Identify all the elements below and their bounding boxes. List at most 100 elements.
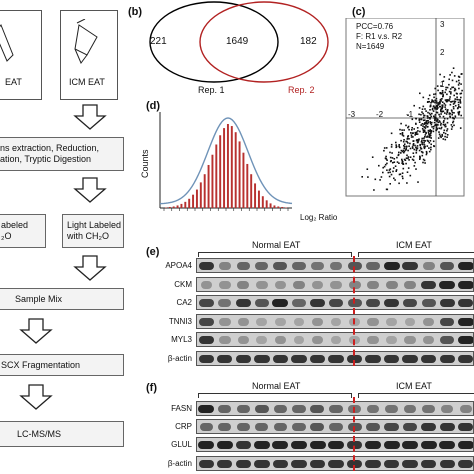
scatter-point (442, 93, 444, 96)
scatter-point (423, 147, 426, 150)
blot-band (255, 423, 269, 432)
scatter-point (445, 100, 448, 103)
scatter-point (441, 101, 444, 103)
scatter-point (444, 123, 447, 126)
scatter-point (450, 109, 453, 111)
scatter-point (434, 101, 436, 104)
scatter-point (413, 148, 416, 151)
fractionation-label: SCX Fragmentation (1, 360, 81, 370)
scatter-point (449, 88, 452, 90)
histogram-bar (234, 132, 237, 208)
scatter-point (450, 91, 452, 93)
histogram-bar (285, 207, 288, 208)
scatter-point (437, 137, 440, 139)
scatter-point (388, 169, 391, 171)
scatter-point (423, 146, 426, 149)
blot-row-label: MYL3 (171, 335, 192, 345)
scatter-point (443, 131, 445, 134)
scatter-point (394, 165, 397, 167)
histogram-ylabel: Counts (140, 149, 150, 178)
blot-band (272, 355, 289, 363)
scatter-point (415, 168, 417, 170)
scatter-point (412, 140, 414, 142)
scatter-point (429, 113, 432, 116)
scatter-point (429, 129, 432, 131)
blot-band (236, 405, 250, 413)
scatter-point (456, 96, 458, 98)
scatter-point (411, 147, 414, 149)
scatter-point (433, 106, 436, 109)
scatter-point (440, 110, 442, 113)
scatter-point (439, 135, 442, 137)
scatter-point (416, 127, 419, 129)
scatter-point (454, 115, 457, 117)
scatter-point (440, 100, 442, 102)
blot-band (274, 336, 287, 345)
scatter-point (403, 147, 405, 150)
scatter-point (428, 150, 431, 153)
scatter-point (395, 146, 397, 149)
scatter-point (425, 150, 428, 153)
blot-band (198, 441, 215, 450)
scatter-point (396, 161, 399, 163)
scatter-point (430, 101, 432, 104)
scatter-point (423, 140, 426, 142)
scatter-point (411, 158, 414, 161)
scatter-point (402, 149, 405, 152)
scatter-point (453, 94, 455, 97)
scatter-point (401, 175, 404, 178)
blot-band (236, 423, 250, 432)
blot-strip (196, 313, 474, 329)
scatter-point (413, 155, 415, 158)
scatter-point (407, 167, 410, 169)
scatter-point (449, 96, 451, 98)
sample-mix-label: Sample Mix (15, 294, 63, 304)
scatter-point (442, 110, 445, 113)
scatter-point (439, 121, 441, 123)
scatter-point (460, 92, 463, 95)
blot-band (292, 280, 305, 289)
blot-row-label: CA2 (176, 298, 192, 308)
scatter-point (444, 91, 446, 94)
histogram-bar (211, 154, 214, 208)
scatter-point (421, 123, 424, 125)
panel-label-d: (d) (146, 100, 161, 112)
scatter-point (434, 114, 437, 116)
scatter-point (443, 76, 446, 78)
blot-band (457, 441, 473, 450)
scatter-point (422, 161, 424, 164)
scatter-point (416, 145, 419, 147)
blot-band (402, 441, 419, 450)
blot-band (310, 423, 325, 432)
scatter-point (415, 152, 418, 154)
scatter-point (422, 151, 424, 154)
scatter-point (442, 138, 445, 140)
blot-band (439, 317, 455, 326)
scatter-point (402, 135, 405, 137)
scatter-point (429, 109, 431, 111)
scatter-point (403, 150, 406, 153)
scatter-point (452, 67, 455, 69)
histogram-bar (261, 196, 264, 208)
scatter-point (452, 120, 455, 123)
scatter-point (433, 117, 436, 119)
blot-band (272, 441, 289, 450)
scatter-point (411, 146, 414, 148)
scatter-point (422, 125, 424, 127)
scatter-point (407, 135, 410, 137)
scatter-point (385, 158, 388, 160)
blot-band (235, 299, 251, 308)
scatter-point (437, 103, 440, 106)
blot-band (329, 405, 343, 413)
scatter-point (389, 151, 391, 154)
scatter-point (448, 98, 451, 100)
scatter-point (403, 143, 406, 145)
scatter-point (386, 162, 388, 165)
tube-box-left: EAT (0, 10, 42, 100)
scatter-point (427, 111, 429, 114)
scatter-point (452, 103, 455, 105)
fractionation-step: SCX Fragmentation (0, 354, 124, 376)
scatter-point (411, 129, 413, 131)
scatter-point (431, 126, 433, 128)
scatter-point (451, 111, 454, 114)
